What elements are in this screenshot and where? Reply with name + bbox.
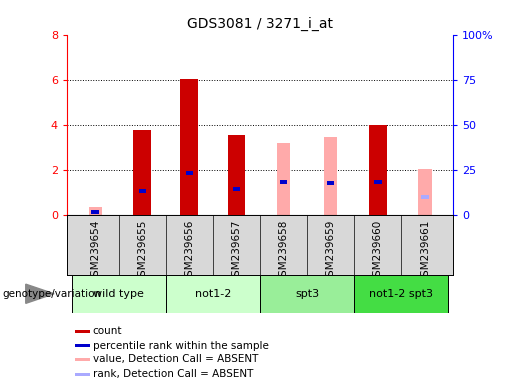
Bar xyxy=(421,195,428,199)
Text: GSM239659: GSM239659 xyxy=(325,220,336,283)
Text: wild type: wild type xyxy=(93,289,144,299)
Bar xyxy=(277,143,290,215)
Text: percentile rank within the sample: percentile rank within the sample xyxy=(93,341,269,351)
Bar xyxy=(75,330,90,333)
Text: not1-2 spt3: not1-2 spt3 xyxy=(369,289,434,299)
Text: GSM239656: GSM239656 xyxy=(184,220,195,283)
Text: not1-2: not1-2 xyxy=(195,289,231,299)
Bar xyxy=(133,131,151,215)
Text: rank, Detection Call = ABSENT: rank, Detection Call = ABSENT xyxy=(93,369,253,379)
Bar xyxy=(185,171,193,175)
Bar xyxy=(374,180,382,184)
Text: GSM239657: GSM239657 xyxy=(232,220,242,283)
Title: GDS3081 / 3271_i_at: GDS3081 / 3271_i_at xyxy=(187,17,333,31)
Bar xyxy=(233,187,241,191)
Bar xyxy=(369,125,387,215)
Bar xyxy=(324,137,337,215)
Bar xyxy=(75,358,90,361)
Bar xyxy=(89,207,102,215)
Text: genotype/variation: genotype/variation xyxy=(3,289,101,299)
Bar xyxy=(166,275,260,313)
Text: GSM239661: GSM239661 xyxy=(420,220,430,283)
Bar xyxy=(327,181,335,185)
Bar xyxy=(75,372,90,376)
Text: GSM239658: GSM239658 xyxy=(279,220,288,283)
Bar xyxy=(418,169,432,215)
Polygon shape xyxy=(26,284,54,303)
Text: spt3: spt3 xyxy=(295,289,319,299)
Text: value, Detection Call = ABSENT: value, Detection Call = ABSENT xyxy=(93,354,258,364)
Text: GSM239660: GSM239660 xyxy=(373,220,383,283)
Text: GSM239654: GSM239654 xyxy=(90,220,100,283)
Text: GSM239655: GSM239655 xyxy=(138,220,147,283)
Bar xyxy=(280,180,287,184)
Text: count: count xyxy=(93,326,122,336)
Bar xyxy=(354,275,449,313)
Bar xyxy=(75,344,90,347)
Bar xyxy=(260,275,354,313)
Bar xyxy=(180,79,198,215)
Bar xyxy=(92,210,99,214)
Bar xyxy=(139,189,146,194)
Bar xyxy=(228,135,246,215)
Bar xyxy=(72,275,166,313)
